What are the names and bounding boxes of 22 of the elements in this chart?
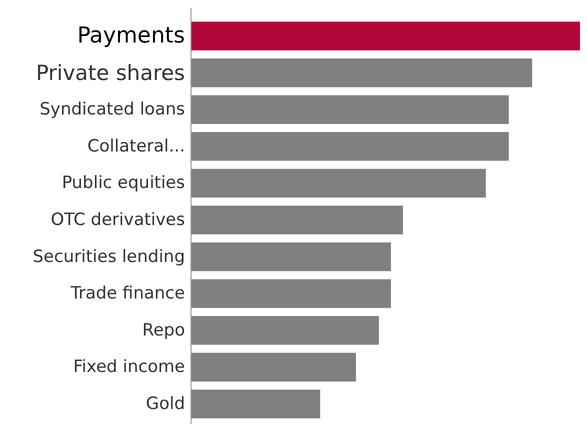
bar (191, 22, 580, 50)
y-tick-label: Public equities (62, 173, 186, 194)
y-tick-label: Private shares (36, 60, 185, 85)
y-tick-label: Syndicated loans (40, 100, 186, 120)
y-tick-label: Collateral... (87, 136, 185, 156)
bar (191, 316, 379, 345)
y-tick-label: OTC derivatives (50, 210, 186, 230)
bar (191, 242, 391, 272)
bar (191, 132, 509, 161)
bar (191, 279, 391, 308)
bar (191, 168, 486, 198)
bar (191, 95, 509, 124)
bar (191, 352, 356, 382)
y-tick-label: Gold (146, 394, 185, 414)
y-tick-label: Repo (142, 320, 185, 340)
y-tick-label: Securities lending (32, 246, 185, 267)
y-tick-label: Fixed income (73, 357, 185, 378)
bar (191, 206, 404, 234)
y-tick-label: Trade finance (70, 284, 185, 304)
bar (191, 390, 320, 418)
y-tick-label: Payments (77, 24, 185, 49)
bar (191, 58, 532, 88)
